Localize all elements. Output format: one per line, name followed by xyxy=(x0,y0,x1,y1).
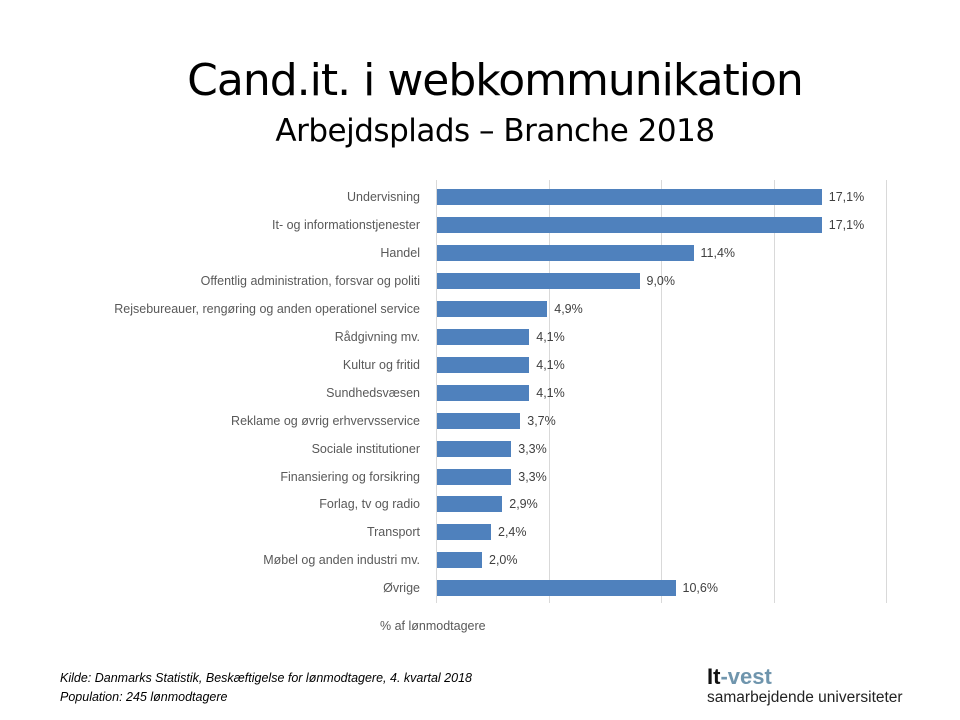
population-line: Population: 245 lønmodtagere xyxy=(60,690,228,704)
gridline xyxy=(886,180,887,603)
value-label: 2,0% xyxy=(489,553,518,568)
bar xyxy=(437,216,822,233)
chart-row: Øvrige 10,6% xyxy=(0,574,960,602)
source-note: Kilde: Danmarks Statistik, Beskæftigelse… xyxy=(60,669,472,707)
bar xyxy=(437,244,694,261)
category-label: Forlag, tv og radio xyxy=(319,497,420,512)
chart-row: Finansiering og forsikring 3,3% xyxy=(0,463,960,491)
bar xyxy=(437,580,676,597)
category-label: Transport xyxy=(366,525,420,540)
gridline xyxy=(661,180,662,603)
category-label: Rådgivning mv. xyxy=(334,329,420,344)
gridline xyxy=(548,180,550,603)
logo-vest-text: -vest xyxy=(720,664,772,689)
bar xyxy=(437,524,491,541)
category-label: Reklame og øvrig erhvervsservice xyxy=(231,413,420,428)
category-label: Undervisning xyxy=(347,190,420,204)
chart-row: Transport 2,4% xyxy=(0,518,960,546)
bar xyxy=(437,384,530,401)
chart-row: Undervisning 17,1% xyxy=(0,183,960,211)
chart-row: Sundhedsvæsen 4,1% xyxy=(0,379,960,407)
chart-row: It- og informationstjenester 17,1% xyxy=(0,211,960,239)
bar xyxy=(437,552,482,569)
value-label: 4,1% xyxy=(536,357,565,372)
bar xyxy=(437,189,822,205)
y-axis-line xyxy=(436,180,437,603)
value-label: 2,4% xyxy=(498,525,527,540)
bar-chart: Undervisning 17,1% It- og informationstjen… xyxy=(0,180,960,605)
chart-row: Reklame og øvrig erhvervsservice 3,7% xyxy=(0,407,960,435)
page-title: Cand.it. i webkommunikation xyxy=(187,55,804,106)
category-label: Offentlig administration, forsvar og pol… xyxy=(200,273,420,288)
value-label: 17,1% xyxy=(828,190,865,204)
logo-it-text: It xyxy=(707,664,721,689)
logo-subtitle: samarbejdende universiteter xyxy=(707,689,903,706)
bar xyxy=(437,356,530,373)
bar xyxy=(437,412,521,429)
chart-row: Rådgivning mv. 4,1% xyxy=(0,323,960,351)
gridline xyxy=(773,180,775,603)
chart-row: Kultur og fritid 4,1% xyxy=(0,351,960,379)
category-label: Rejsebureauer, rengøring og anden operat… xyxy=(114,301,420,316)
chart-row: Sociale institutioner 3,3% xyxy=(0,435,960,463)
chart-row: Forlag, tv og radio 2,9% xyxy=(0,490,960,518)
category-label: Kultur og fritid xyxy=(342,357,420,372)
category-label: Sundhedsvæsen xyxy=(326,385,420,400)
bar xyxy=(437,440,512,457)
category-label: Møbel og anden industri mv. xyxy=(263,553,420,568)
chart-row: Rejsebureauer, rengøring og anden operat… xyxy=(0,295,960,323)
value-label: 4,1% xyxy=(536,329,565,344)
x-axis-label: % af lønmodtagere xyxy=(380,619,486,633)
value-label: 3,3% xyxy=(518,441,547,456)
value-label: 4,1% xyxy=(536,385,565,400)
bar xyxy=(437,328,530,345)
bar xyxy=(437,272,640,289)
value-label: 9,0% xyxy=(646,273,676,288)
value-label: 11,4% xyxy=(700,245,736,260)
value-label: 4,9% xyxy=(554,301,583,316)
value-label: 2,9% xyxy=(509,497,538,512)
bar xyxy=(437,300,548,317)
category-label: It- og informationstjenester xyxy=(272,217,420,232)
value-label: 17,1% xyxy=(828,217,865,232)
bar xyxy=(437,496,503,513)
source-line: Kilde: Danmarks Statistik, Beskæftigelse… xyxy=(60,671,472,685)
page-subtitle: Arbejdsplads – Branche 2018 xyxy=(275,113,715,149)
chart-row: Offentlig administration, forsvar og pol… xyxy=(0,267,960,295)
chart-row: Møbel og anden industri mv. 2,0% xyxy=(0,546,960,574)
category-label: Finansiering og forsikring xyxy=(280,469,420,484)
chart-row: Handel 11,4% xyxy=(0,239,960,267)
category-label: Handel xyxy=(380,245,420,260)
value-label: 3,7% xyxy=(527,413,556,428)
value-label: 3,3% xyxy=(518,469,547,484)
category-label: Sociale institutioner xyxy=(311,441,420,456)
it-vest-logo: It-vest samarbejdende universiteter xyxy=(707,666,903,708)
category-label: Øvrige xyxy=(383,581,420,596)
value-label: 10,6% xyxy=(682,581,718,596)
bar xyxy=(437,468,512,485)
